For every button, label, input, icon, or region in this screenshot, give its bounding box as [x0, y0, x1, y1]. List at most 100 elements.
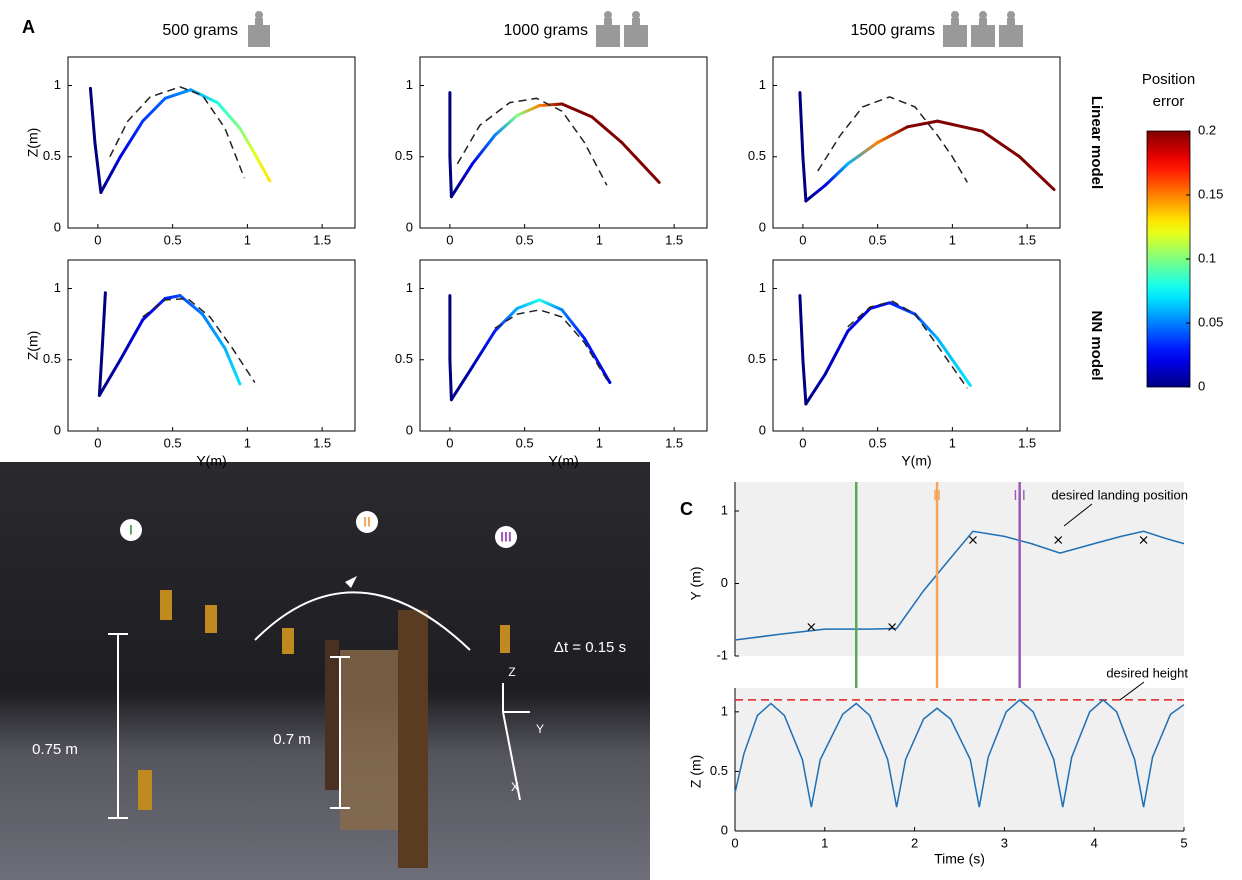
photo [0, 462, 650, 880]
x-tick-label: 0.5 [516, 232, 534, 247]
y-tick-label: 0.5 [395, 351, 413, 366]
y-axis-label: Y (m) [688, 567, 704, 601]
data-line [734, 530, 1185, 641]
y-tick-label: 1 [759, 77, 766, 92]
trajectory-segment [93, 141, 103, 194]
row-label: NN model [1088, 310, 1105, 380]
x-tick-label: 0.5 [516, 435, 534, 450]
x-axis-label: Y(m) [548, 453, 578, 469]
row-label: Linear model [1088, 96, 1105, 189]
trajectory-segment [538, 298, 564, 312]
trajectory-segment [980, 129, 1022, 159]
data-line [734, 698, 1185, 808]
y-tick-label: 0.5 [43, 351, 61, 366]
y-tick-label: 0 [54, 422, 61, 437]
y-tick-label: 0.5 [748, 148, 766, 163]
colorbar-tick-label: 0 [1198, 378, 1205, 393]
x-tick-label: 1 [949, 232, 956, 247]
trajectory-segment [823, 329, 850, 376]
y-axis-label: Z (m) [688, 755, 704, 788]
panel-label: C [680, 499, 693, 519]
trajectory-segment [163, 88, 193, 100]
y-tick-label: 0 [759, 422, 766, 437]
trajectory-segment [888, 301, 917, 316]
y-tick-label: 1 [759, 280, 766, 295]
x-tick-label: 0.5 [869, 232, 887, 247]
axes-box [772, 56, 1061, 229]
desired-trajectory [847, 300, 968, 389]
x-tick-label: 1 [244, 232, 251, 247]
y-tick-label: 0.5 [748, 351, 766, 366]
trajectory-segment [846, 306, 872, 333]
annotation: desired landing position [1051, 487, 1188, 502]
x-tick-label: 0.5 [164, 435, 182, 450]
trajectory-segment [823, 162, 850, 187]
x-tick-label: 5 [1180, 835, 1187, 850]
annotation-arrow [1063, 503, 1093, 527]
colorbar-tick-label: 0.15 [1198, 186, 1223, 201]
y-tick-label: 0 [721, 575, 728, 590]
marker [969, 536, 977, 544]
trajectory-segment [448, 155, 453, 199]
trajectory-segment [97, 344, 104, 397]
trajectory-segment [804, 183, 827, 203]
x-tick-label: 1.5 [1018, 232, 1036, 247]
x-tick-label: 0 [799, 435, 806, 450]
trajectory-segment [515, 103, 542, 117]
trajectory-segment [493, 306, 519, 333]
trajectory-segment [99, 155, 122, 194]
y-tick-label: 0 [406, 422, 413, 437]
y-tick-label: 0.5 [710, 763, 728, 778]
axes-box [772, 259, 1061, 432]
axes-box [67, 259, 356, 432]
colorbar-tick-label: 0.05 [1198, 314, 1223, 329]
desired-trajectory [817, 96, 968, 183]
trajectory-segment [798, 294, 805, 362]
x-tick-label: 4 [1091, 835, 1098, 850]
axis-label: Y [536, 722, 544, 736]
colorbar-title: Position error [1142, 71, 1195, 110]
weight-icons [248, 11, 1023, 47]
stage-label: III [500, 529, 512, 545]
column-title: 500 grams [162, 22, 238, 39]
x-tick-label: 0 [446, 435, 453, 450]
event-label: I [854, 487, 858, 504]
trajectory-segment [215, 101, 242, 130]
event-label: II [933, 487, 941, 504]
marker [888, 623, 897, 631]
axes-box [67, 56, 356, 229]
y-tick-label: 1 [721, 703, 728, 718]
trajectory-segment [590, 115, 624, 145]
desired-trajectory [142, 297, 256, 383]
stage-label: I [129, 522, 133, 538]
x-tick-label: 1.5 [313, 232, 331, 247]
y-tick-label: 0.5 [43, 148, 61, 163]
trajectory-segment [582, 336, 612, 385]
annotation-arrow [1119, 681, 1145, 701]
trajectory-segment [448, 358, 453, 402]
trajectory-segment [470, 133, 497, 166]
x-tick-label: 0 [94, 232, 101, 247]
trajectory-segment [1018, 155, 1056, 192]
trajectory-segment [223, 346, 242, 386]
reference-label: desired height [1106, 665, 1188, 680]
y-tick-label: 0 [759, 219, 766, 234]
x-axis-label: Y(m) [196, 453, 226, 469]
marker [1139, 536, 1148, 544]
marker [807, 623, 816, 631]
x-tick-label: 1 [821, 835, 828, 850]
interval-label: Δt = 0.15 s [554, 639, 626, 656]
axes-box [419, 56, 708, 229]
trajectory-segment [935, 336, 972, 387]
colorbar-tick-label: 0.1 [1198, 250, 1216, 265]
trajectory-segment [493, 113, 519, 137]
x-tick-label: 1.5 [665, 232, 683, 247]
x-tick-label: 0 [94, 435, 101, 450]
colorbar [1146, 130, 1191, 388]
trajectory-segment [238, 126, 257, 156]
axis-label: Z [508, 665, 515, 679]
trajectory-segment [100, 291, 107, 348]
y-tick-label: -1 [716, 647, 728, 662]
x-tick-label: 0 [799, 232, 806, 247]
